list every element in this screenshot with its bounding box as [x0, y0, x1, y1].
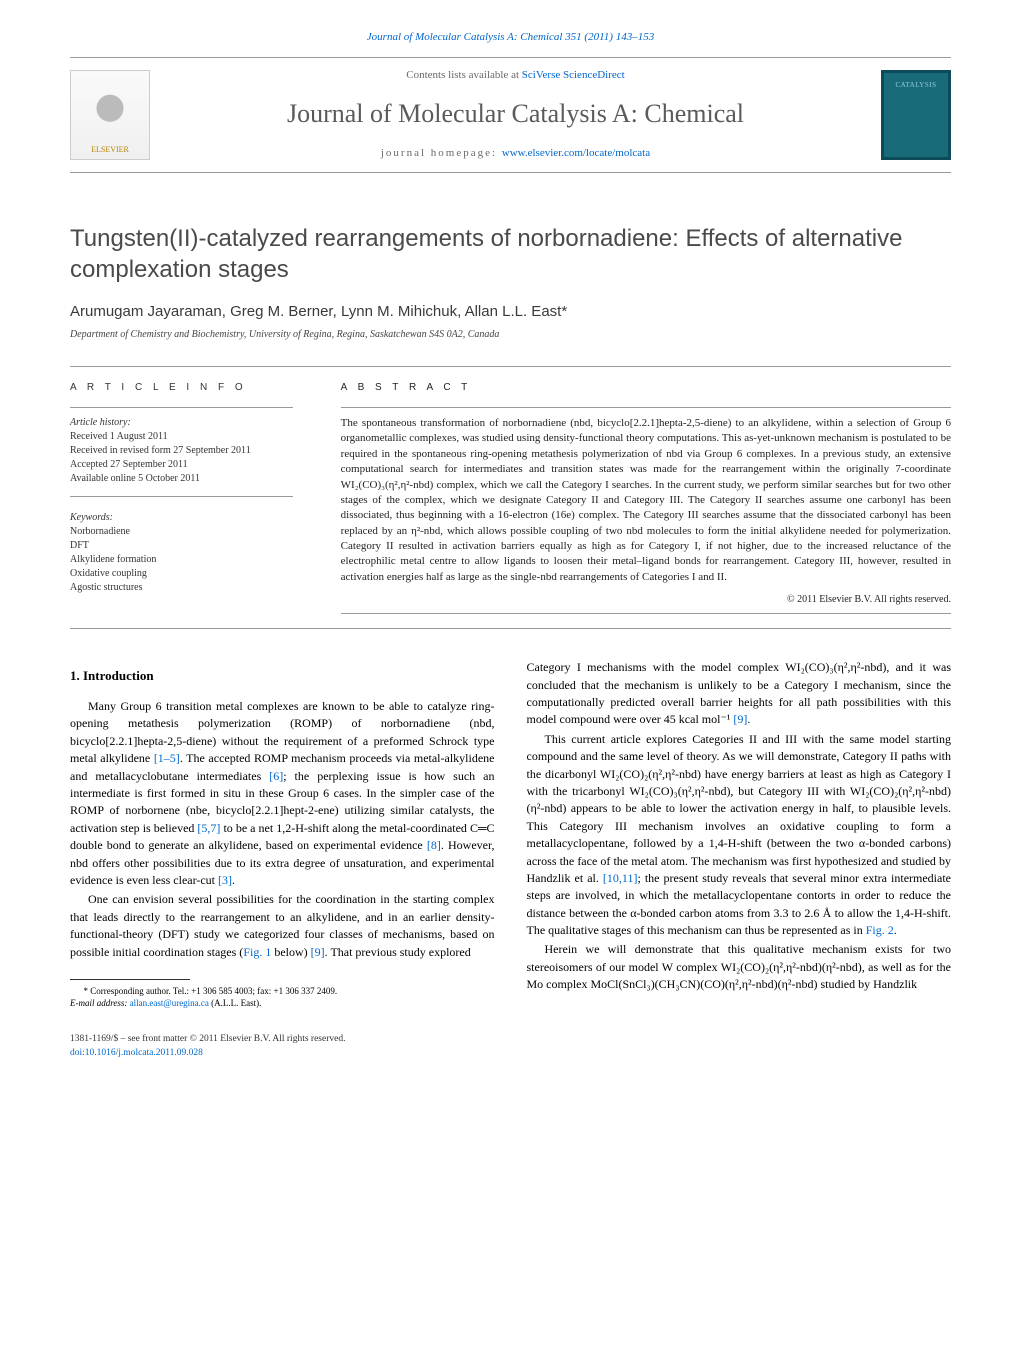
- intro-para-1: Many Group 6 transition metal complexes …: [70, 698, 495, 889]
- ref-link-5[interactable]: [3]: [218, 873, 232, 887]
- ref-link-7[interactable]: [9]: [733, 712, 747, 726]
- section-heading-intro: 1. Introduction: [70, 667, 495, 686]
- journal-citation-header: Journal of Molecular Catalysis A: Chemic…: [0, 0, 1021, 57]
- p5a: Herein we will demonstrate that this qua…: [527, 942, 952, 991]
- article-title: Tungsten(II)-catalyzed rearrangements of…: [70, 223, 951, 285]
- abstract-text: The spontaneous transformation of norbor…: [341, 416, 951, 585]
- abstract-rule-bottom: [341, 613, 951, 614]
- abstract-copyright: © 2011 Elsevier B.V. All rights reserved…: [341, 593, 951, 607]
- keyword-3: Oxidative coupling: [70, 567, 293, 581]
- p1g: .: [232, 873, 235, 887]
- contents-prefix: Contents lists available at: [406, 69, 521, 81]
- affiliation: Department of Chemistry and Biochemistry…: [70, 328, 951, 342]
- elsevier-logo: ELSEVIER: [70, 70, 150, 160]
- footnote-email-tail: (A.L.L. East).: [209, 998, 261, 1008]
- ref-link-4[interactable]: [8]: [427, 838, 441, 852]
- body-columns: 1. Introduction Many Group 6 transition …: [70, 659, 951, 1009]
- footnote-email-link[interactable]: allan.east@uregina.ca: [130, 998, 209, 1008]
- intro-para-4: This current article explores Categories…: [527, 731, 952, 940]
- intro-para-2: One can envision several possibilities f…: [70, 891, 495, 961]
- p2b: below): [271, 945, 310, 959]
- keyword-2: Alkylidene formation: [70, 553, 293, 567]
- contents-line: Contents lists available at SciVerse Sci…: [170, 68, 861, 83]
- ref-link-6[interactable]: [9]: [311, 945, 325, 959]
- footnote-marker: *: [84, 986, 89, 996]
- citation-link[interactable]: Journal of Molecular Catalysis A: Chemic…: [367, 31, 654, 43]
- banner-center: Contents lists available at SciVerse Sci…: [150, 68, 881, 161]
- homepage-link[interactable]: www.elsevier.com/locate/molcata: [502, 147, 650, 159]
- elsevier-label: ELSEVIER: [91, 144, 129, 155]
- keyword-4: Agostic structures: [70, 581, 293, 595]
- footer-front-matter: 1381-1169/$ – see front matter © 2011 El…: [70, 1033, 951, 1046]
- history-accepted: Accepted 27 September 2011: [70, 458, 293, 472]
- ref-link-3[interactable]: [5,7]: [197, 821, 220, 835]
- journal-banner: ELSEVIER Contents lists available at Sci…: [70, 57, 951, 172]
- p2c: . That previous study explored: [325, 945, 471, 959]
- ref-link-1[interactable]: [1–5]: [154, 751, 180, 765]
- page-footer: 1381-1169/$ – see front matter © 2011 El…: [70, 1033, 951, 1060]
- intro-para-5: Herein we will demonstrate that this qua…: [527, 941, 952, 993]
- ref-link-8[interactable]: [10,11]: [603, 871, 638, 885]
- history-label: Article history:: [70, 416, 293, 430]
- article-info-column: A R T I C L E I N F O Article history: R…: [70, 381, 317, 614]
- intro-para-3: Category I mechanisms with the model com…: [527, 659, 952, 729]
- rule-bottom: [70, 628, 951, 629]
- journal-title: Journal of Molecular Catalysis A: Chemic…: [170, 96, 861, 132]
- doi-link[interactable]: doi:10.1016/j.molcata.2011.09.028: [70, 1048, 203, 1058]
- homepage-line: journal homepage: www.elsevier.com/locat…: [170, 146, 861, 161]
- abstract-heading: A B S T R A C T: [341, 381, 951, 395]
- homepage-prefix: journal homepage:: [381, 147, 502, 159]
- p4c: .: [894, 923, 897, 937]
- p1d: to be a net 1,2-H-shift along the metal-…: [220, 821, 478, 835]
- info-rule: [70, 407, 293, 408]
- cover-label: CATALYSIS: [896, 81, 937, 91]
- journal-cover-thumb: CATALYSIS: [881, 70, 951, 160]
- article-meta-row: A R T I C L E I N F O Article history: R…: [70, 367, 951, 628]
- elsevier-tree-icon: [85, 89, 135, 144]
- sciencedirect-link[interactable]: SciVerse ScienceDirect: [522, 69, 625, 81]
- abstract-rule: [341, 407, 951, 408]
- history-revised: Received in revised form 27 September 20…: [70, 444, 293, 458]
- p4a: This current article explores Categories…: [527, 732, 952, 885]
- footnote-rule: [70, 979, 190, 980]
- p3b: .: [747, 712, 750, 726]
- authors-line: Arumugam Jayaraman, Greg M. Berner, Lynn…: [70, 301, 951, 322]
- history-received: Received 1 August 2011: [70, 430, 293, 444]
- figure-link-2[interactable]: Fig. 2: [866, 923, 894, 937]
- footnote-email-label: E-mail address:: [70, 998, 127, 1008]
- keyword-0: Norbornadiene: [70, 525, 293, 539]
- keywords-label: Keywords:: [70, 511, 293, 525]
- ref-link-2[interactable]: [6]: [269, 769, 283, 783]
- keyword-1: DFT: [70, 539, 293, 553]
- info-rule-2: [70, 496, 293, 497]
- abstract-column: A B S T R A C T The spontaneous transfor…: [317, 381, 951, 614]
- article-info-heading: A R T I C L E I N F O: [70, 381, 293, 395]
- corresponding-author-footnote: * Corresponding author. Tel.: +1 306 585…: [70, 986, 495, 1009]
- history-online: Available online 5 October 2011: [70, 472, 293, 486]
- figure-link-1[interactable]: Fig. 1: [243, 945, 271, 959]
- footnote-label: Corresponding author. Tel.: +1 306 585 4…: [90, 986, 337, 996]
